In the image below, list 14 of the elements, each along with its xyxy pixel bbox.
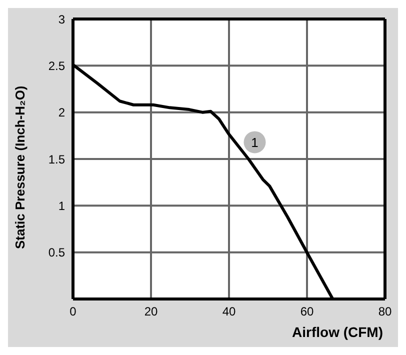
x-tick-label: 0 bbox=[70, 304, 77, 319]
y-tick-label: 3 bbox=[58, 12, 66, 26]
annotation: 1 bbox=[251, 134, 258, 150]
y-tick-label: 1.5 bbox=[48, 152, 66, 166]
y-tick-label: 1 bbox=[58, 198, 66, 213]
x-tick-label: 20 bbox=[144, 304, 158, 319]
y-tick-label: 2 bbox=[58, 106, 66, 120]
y-tick-label: 2.5 bbox=[48, 58, 66, 73]
x-tick-label: 40 bbox=[222, 304, 236, 319]
x-tick-label: 60 bbox=[300, 304, 314, 319]
y-axis-title: Static Pressure (Inch-H₂O) bbox=[12, 86, 28, 249]
x-axis-title: Airflow (CFM) bbox=[292, 324, 383, 340]
y-tick-label: 0.5 bbox=[48, 246, 66, 260]
x-tick-label: 80 bbox=[378, 304, 392, 319]
